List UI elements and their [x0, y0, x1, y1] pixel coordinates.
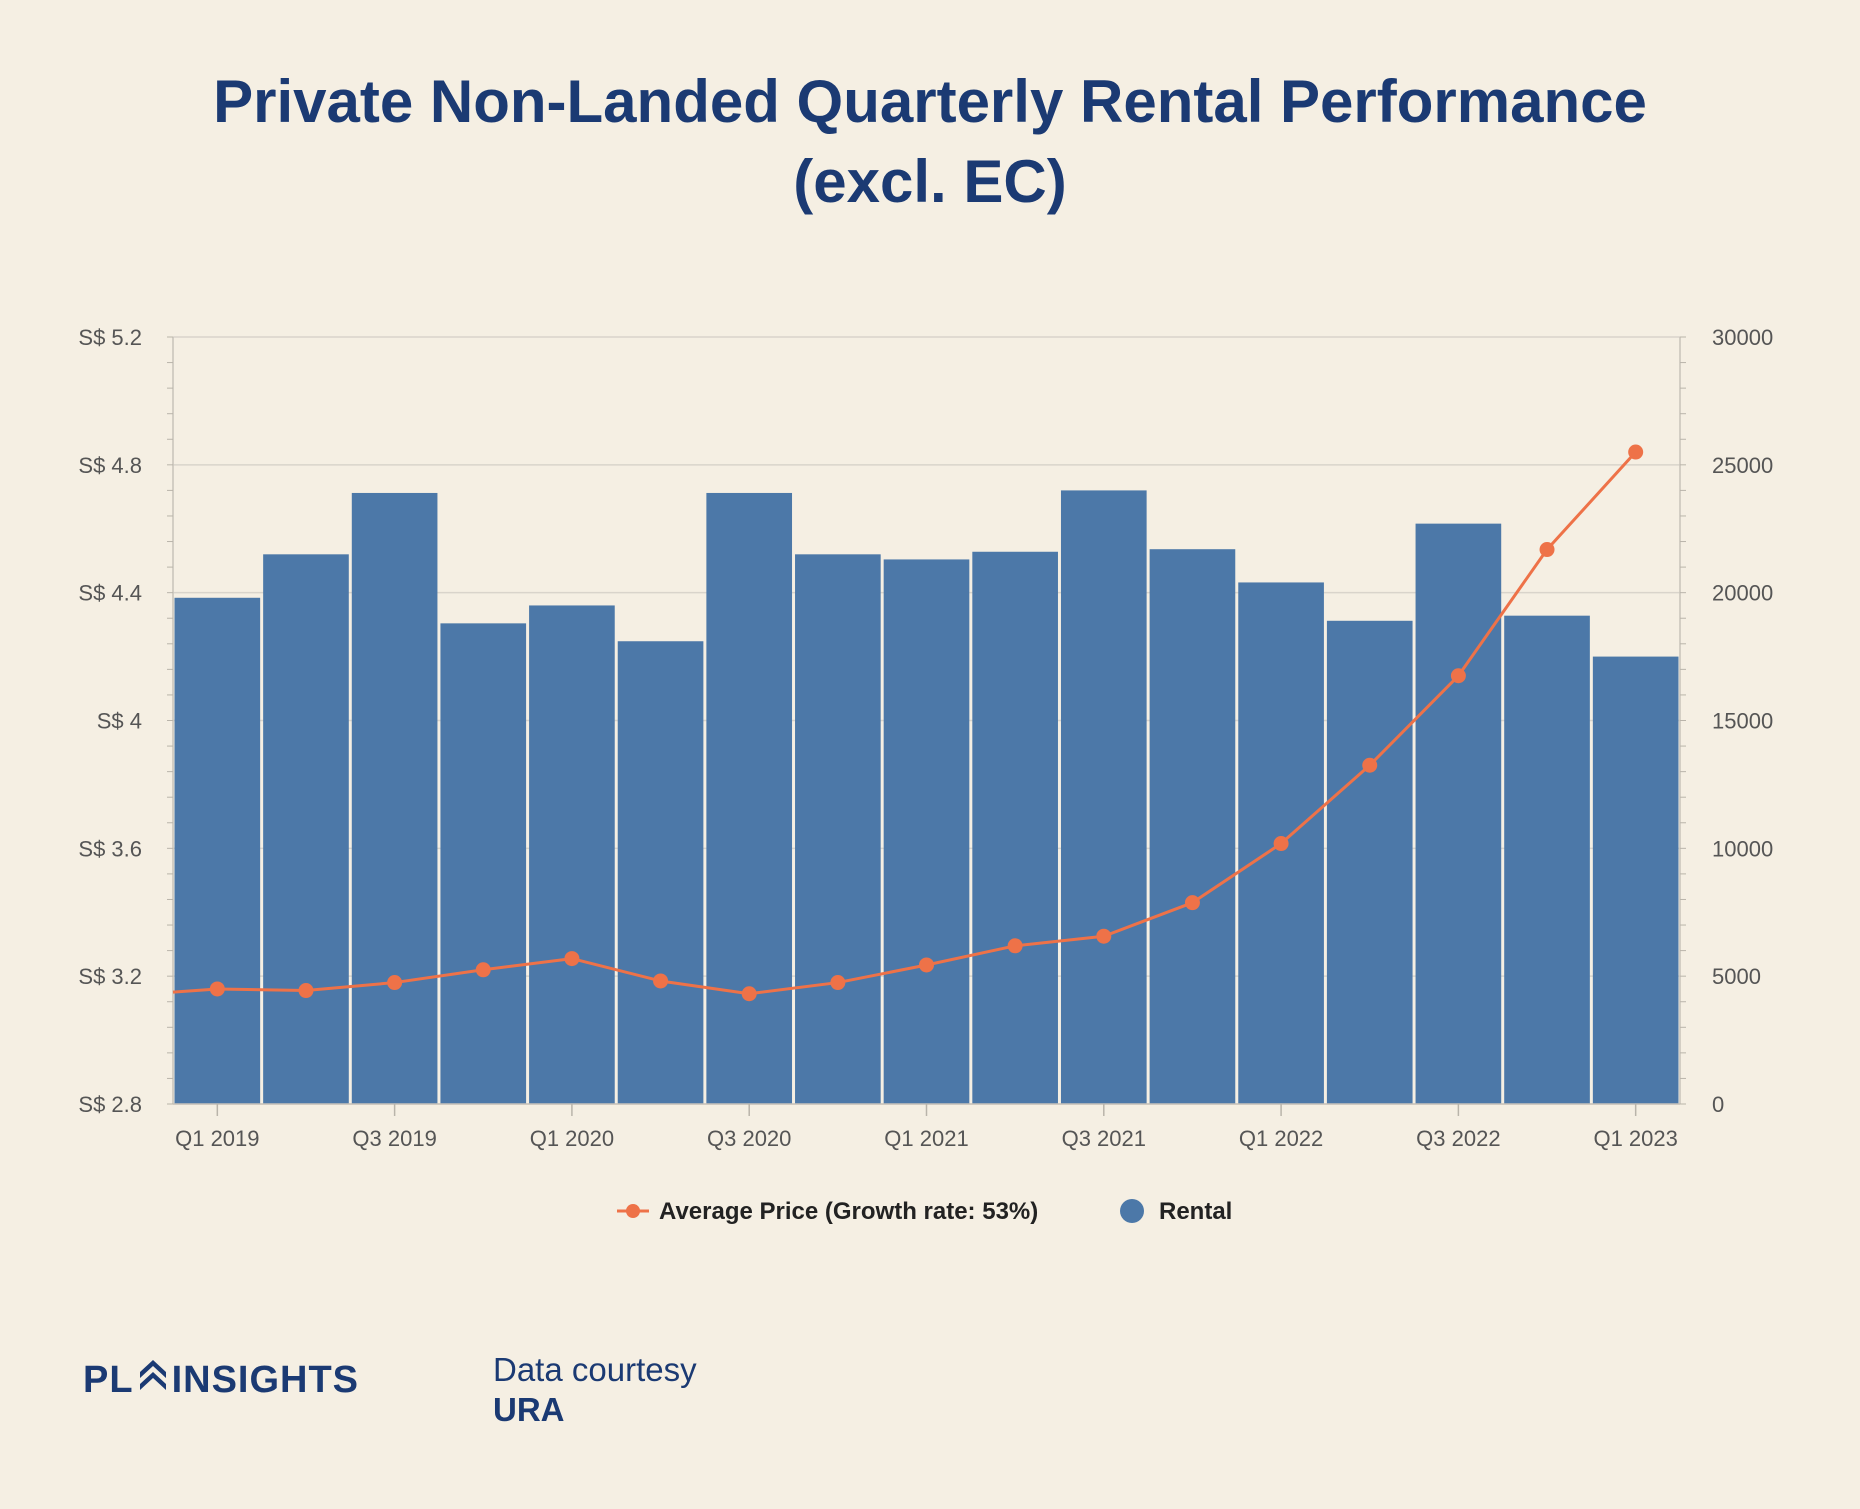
axis-layer	[167, 336, 1686, 1116]
x-tick-label: Q3 2020	[707, 1126, 791, 1151]
y-right-tick-label: 15000	[1712, 709, 1773, 734]
y-left-tick-label: S$ 4.4	[78, 581, 142, 606]
x-tick-label: Q1 2020	[530, 1126, 614, 1151]
bar-rental	[174, 597, 261, 1104]
credit-source: URA	[493, 1391, 565, 1428]
y-left-tick-label: S$ 5.2	[78, 325, 142, 350]
y-right-tick-label: 20000	[1712, 581, 1773, 606]
point-average-price	[1362, 757, 1378, 773]
bar-rental	[1415, 523, 1502, 1104]
x-tick-label: Q1 2023	[1593, 1126, 1677, 1151]
y-right-tick-label: 5000	[1712, 964, 1761, 989]
chart-title-line1: Private Non-Landed Quarterly Rental Perf…	[213, 68, 1647, 135]
legend-label-rental[interactable]: Rental	[1159, 1198, 1232, 1225]
bar-rental	[1326, 620, 1413, 1104]
point-average-price	[209, 981, 225, 997]
point-average-price	[653, 973, 669, 989]
point-average-price	[475, 962, 491, 978]
bar-rental	[1504, 615, 1590, 1104]
y-left-tick-label: S$ 2.8	[78, 1092, 142, 1117]
bar-rental	[351, 492, 438, 1104]
point-average-price	[1628, 444, 1644, 460]
y-right-tick-label: 30000	[1712, 325, 1773, 350]
y-left-tick-label: S$ 3.6	[78, 836, 142, 861]
logo-mark-icon	[138, 1358, 168, 1402]
logo-text-right: INSIGHTS	[171, 1358, 360, 1401]
y-right-tick-label: 10000	[1712, 836, 1773, 861]
bar-rental	[617, 641, 704, 1104]
point-average-price	[1007, 938, 1023, 954]
bar-rental	[1149, 549, 1236, 1104]
x-tick-label: Q1 2019	[175, 1126, 259, 1151]
point-average-price	[564, 951, 580, 967]
legend-bar-marker	[1120, 1199, 1144, 1223]
bar-rental	[440, 623, 527, 1104]
y-right-tick-label: 25000	[1712, 453, 1773, 478]
x-tick-label: Q3 2022	[1416, 1126, 1500, 1151]
bar-rental	[1592, 656, 1679, 1104]
point-average-price	[1450, 668, 1466, 684]
point-average-price	[741, 986, 757, 1002]
point-average-price	[1184, 895, 1200, 911]
bar-rental	[529, 605, 615, 1104]
credit-label: Data courtesy	[493, 1351, 697, 1388]
bar-rental	[972, 551, 1058, 1104]
point-average-price	[1096, 928, 1112, 944]
bar-layer	[174, 490, 1679, 1104]
chart-title-line2: (excl. EC)	[793, 148, 1067, 215]
x-tick-label: Q1 2022	[1239, 1126, 1323, 1151]
x-tick-label: Q1 2021	[884, 1126, 968, 1151]
bar-rental	[263, 554, 349, 1104]
bar-rental	[706, 492, 793, 1104]
bar-rental	[1060, 490, 1147, 1104]
x-tick-label: Q3 2019	[352, 1126, 436, 1151]
legend-line-marker	[626, 1204, 640, 1218]
x-tick-label: Q3 2021	[1062, 1126, 1146, 1151]
y-left-tick-label: S$ 4.8	[78, 453, 142, 478]
line-average-price	[172, 451, 1637, 996]
y-left-tick-label: S$ 4	[97, 709, 142, 734]
legend: Average Price (Growth rate: 53%) Rental	[617, 1198, 1232, 1225]
point-average-price	[387, 975, 403, 991]
y-left-tick-label: S$ 3.2	[78, 964, 142, 989]
point-average-price	[1539, 542, 1555, 558]
logo-text-left: PL	[83, 1358, 134, 1401]
label-layer: S$ 2.8 S$ 3.2 S$ 3.6 S$ 4 S$ 4.4 S$ 4.8 S$ 5.2…	[78, 325, 1773, 1151]
data-credit: Data courtesy URA	[493, 1350, 697, 1430]
point-average-price	[830, 975, 846, 991]
y-right-tick-label: 0	[1712, 1092, 1724, 1117]
legend-label-average-price[interactable]: Average Price (Growth rate: 53%)	[659, 1198, 1038, 1225]
brand-logo: PL INSIGHTS	[83, 1358, 359, 1402]
line-layer	[172, 444, 1644, 1002]
chart-title: Private Non-Landed Quarterly Rental Perf…	[0, 62, 1860, 222]
point-average-price	[1273, 836, 1289, 852]
point-average-price	[919, 957, 934, 973]
bar-rental	[795, 554, 881, 1104]
point-average-price	[298, 983, 314, 999]
bar-rental	[883, 559, 970, 1104]
